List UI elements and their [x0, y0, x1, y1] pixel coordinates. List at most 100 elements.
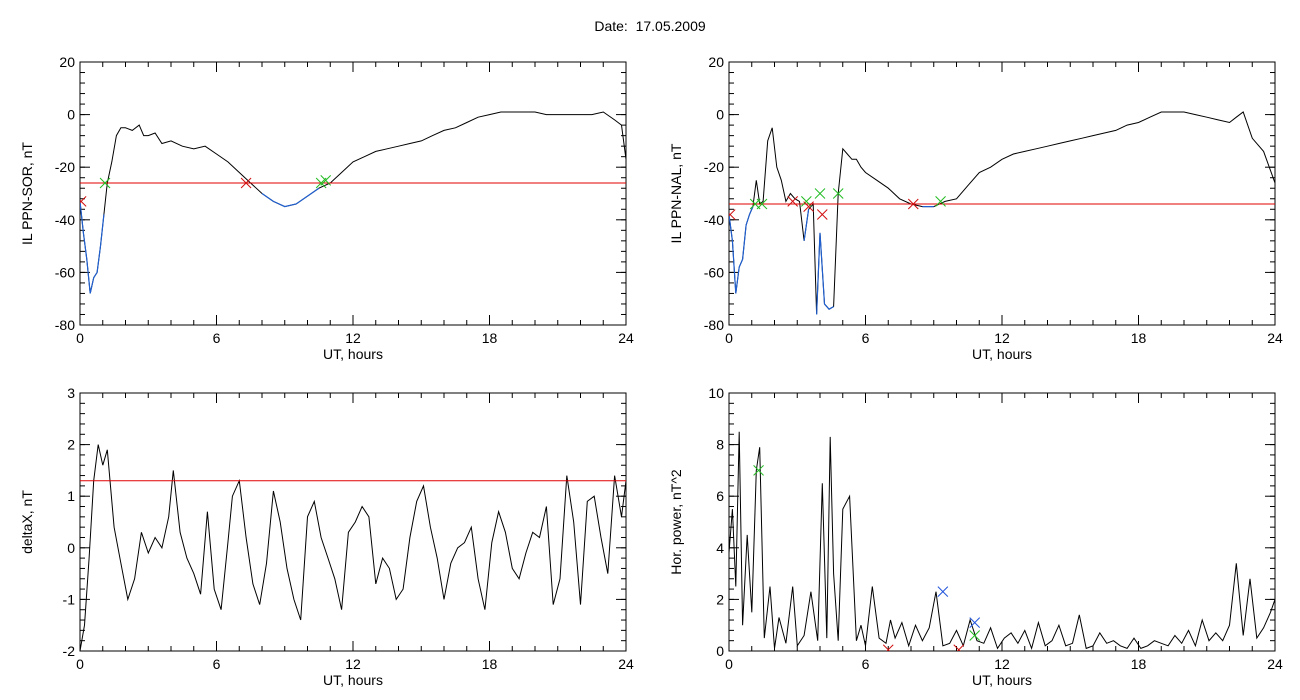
x-tick-label: 18: [1131, 656, 1147, 672]
y-tick-label: 0: [716, 643, 724, 659]
x-tick-label: 6: [213, 656, 221, 672]
series-line: [80, 444, 626, 651]
marker-red: [240, 177, 252, 189]
marker-stroke: [816, 209, 828, 220]
marker-red: [729, 209, 736, 220]
marker-stroke: [99, 177, 111, 189]
x-tick-label: 12: [345, 656, 361, 672]
x-tick-label: 0: [725, 656, 733, 672]
marker-green: [756, 198, 768, 210]
y-tick-label: -40: [704, 212, 724, 228]
marker-stroke: [756, 198, 768, 210]
y-axis-label: IL PPN-SOR, nT: [19, 142, 35, 245]
below-threshold-segment: [803, 209, 810, 241]
y-tick-label: 0: [716, 107, 724, 123]
marker-green: [935, 196, 946, 207]
series-line: [729, 111, 1275, 315]
marker-red: [953, 644, 965, 651]
y-tick-label: -20: [55, 159, 75, 175]
marker-green: [832, 188, 844, 199]
y-tick-label: 20: [59, 54, 75, 70]
plot-frame: [79, 61, 627, 326]
below-threshold-segment: [729, 206, 754, 294]
marker-red: [907, 198, 919, 210]
marker-stroke: [969, 630, 981, 641]
date-label: Date:: [594, 18, 628, 34]
plot-frame: [79, 392, 627, 652]
x-tick-label: 6: [862, 330, 870, 346]
series-line: [80, 111, 626, 294]
y-axis-label: Hor. power, nT^2: [668, 469, 684, 575]
marker-stroke: [937, 586, 949, 598]
marker-stroke: [240, 177, 252, 189]
x-tick-label: 12: [994, 656, 1010, 672]
marker-green: [969, 630, 981, 641]
x-tick-label: 18: [482, 330, 498, 346]
y-axis-label: IL PPN-NAL, nT: [668, 143, 684, 243]
chart-panel-hor-power: 0 6 12 18 24 10 8 6 4 2 0 UT, hours Hor. power, nT^2: [668, 385, 1283, 688]
marker-red: [80, 196, 87, 207]
x-tick-label: 24: [618, 656, 634, 672]
marker-stroke: [907, 198, 919, 210]
y-tick-label: -20: [704, 159, 724, 175]
marker-stroke: [969, 617, 981, 628]
marker-red: [787, 196, 799, 207]
marker-stroke: [956, 644, 965, 651]
x-tick-label: 18: [1131, 330, 1147, 346]
chart-panel-ppn-sor: 0 6 12 18 24 20 0 -20 -40 -60 -80 UT, hours IL PPN-S…: [19, 54, 634, 362]
marker-green: [753, 465, 764, 476]
y-tick-label: 2: [67, 437, 75, 453]
x-axis-label: UT, hours: [972, 672, 1032, 688]
below-threshold-segment: [261, 187, 320, 208]
marker-stroke: [800, 196, 812, 207]
y-tick-label: 4: [716, 540, 724, 556]
y-tick-label: 10: [708, 385, 724, 401]
marker-stroke: [832, 188, 844, 199]
marker-red: [803, 201, 814, 213]
y-tick-label: 0: [67, 540, 75, 556]
x-tick-label: 0: [76, 330, 84, 346]
marker-stroke: [803, 201, 814, 213]
below-threshold-segment: [80, 201, 105, 294]
y-tick-label: 20: [708, 54, 724, 70]
page-title: Date: 17.05.2009: [0, 18, 1300, 34]
marker-red: [816, 209, 828, 220]
marker-stroke: [787, 196, 799, 207]
x-tick-label: 18: [482, 656, 498, 672]
marker-stroke: [80, 196, 87, 204]
y-tick-label: -60: [55, 264, 75, 280]
y-tick-label: 0: [67, 107, 75, 123]
chart-panel-deltax: 0 6 12 18 24 3 2 1 0 -1 -2 UT, hours deltaX, nT: [19, 385, 634, 688]
y-tick-label: -80: [704, 317, 724, 333]
y-tick-label: -60: [704, 264, 724, 280]
y-tick-label: -2: [63, 643, 76, 659]
y-tick-label: -40: [55, 212, 75, 228]
x-tick-label: 24: [618, 330, 634, 346]
x-tick-label: 12: [345, 330, 361, 346]
series-line: [729, 431, 1275, 651]
marker-red: [882, 644, 894, 651]
x-tick-label: 0: [76, 656, 84, 672]
x-axis-label: UT, hours: [972, 346, 1032, 362]
marker-stroke: [886, 644, 894, 651]
plot-frame: [728, 61, 1276, 326]
x-tick-label: 6: [213, 330, 221, 346]
date-value: 17.05.2009: [635, 18, 706, 34]
plot-frame: [728, 392, 1276, 652]
y-axis-label: deltaX, nT: [19, 490, 35, 554]
x-axis-label: UT, hours: [323, 346, 383, 362]
chart-panel-ppn-nal: 0 6 12 18 24 20 0 -20 -40 -60 -80 UT, hours IL PPN-N…: [668, 54, 1283, 362]
marker-stroke: [935, 196, 946, 207]
marker-stroke: [729, 209, 736, 217]
x-tick-label: 12: [994, 330, 1010, 346]
marker-green: [800, 196, 812, 207]
y-tick-label: 6: [716, 488, 724, 504]
x-tick-label: 24: [1267, 330, 1283, 346]
marker-stroke: [753, 465, 764, 476]
marker-green: [99, 177, 111, 189]
y-tick-label: -1: [63, 591, 76, 607]
y-tick-label: 8: [716, 437, 724, 453]
marker-blue: [969, 617, 981, 628]
y-tick-label: -80: [55, 317, 75, 333]
